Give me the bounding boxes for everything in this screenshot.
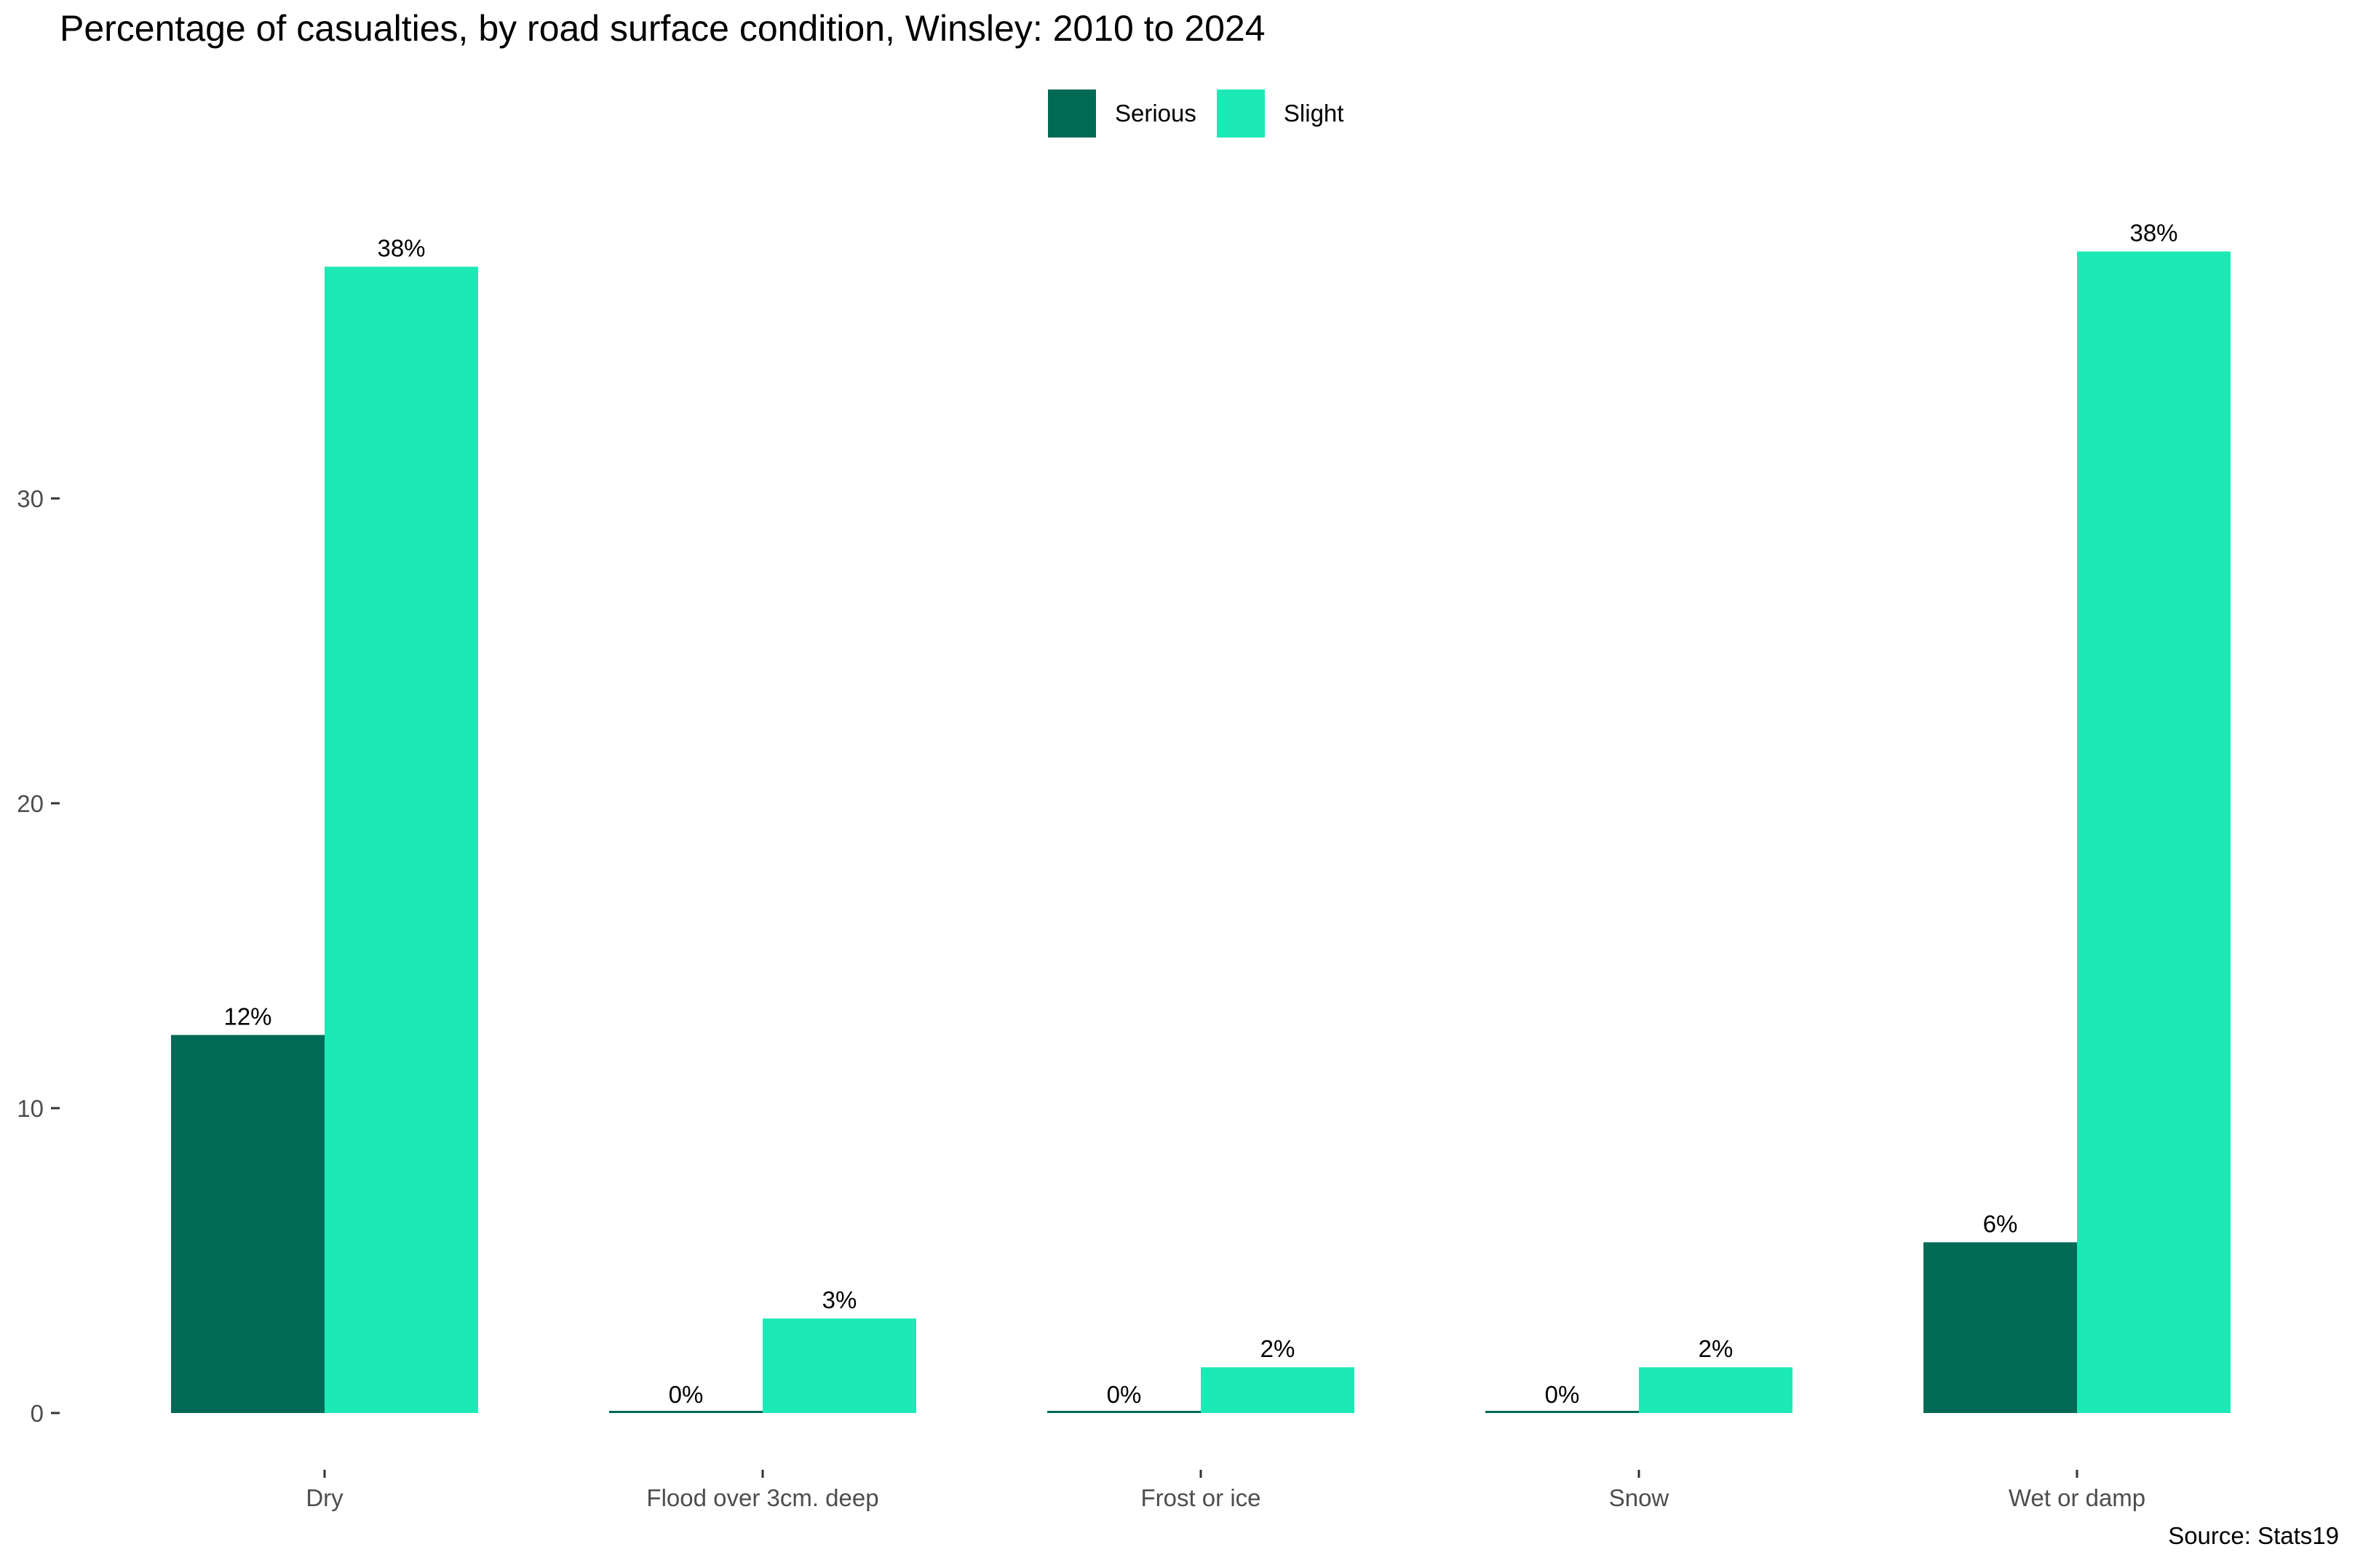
legend-item-slight: Slight [1216, 89, 1344, 138]
legend: Serious Slight [1048, 89, 1364, 138]
data-label-serious: 0% [669, 1381, 704, 1408]
bar-serious-wet-or-damp [1923, 1242, 2077, 1413]
bar-serious-frost-or-ice [1047, 1411, 1201, 1413]
data-label-serious: 0% [1545, 1381, 1580, 1408]
chart-title: Percentage of casualties, by road surfac… [60, 8, 1266, 49]
x-tick-label: Dry [306, 1484, 343, 1511]
data-label-slight: 38% [2129, 220, 2177, 247]
y-tick-label: 20 [17, 790, 44, 817]
bar-serious-dry [171, 1035, 325, 1413]
data-label-serious: 0% [1107, 1381, 1142, 1408]
bar-serious-flood-over-3cm-deep [609, 1411, 763, 1413]
legend-label: Serious [1115, 100, 1196, 127]
bar-slight-flood-over-3cm-deep [763, 1318, 916, 1413]
bar-slight-frost-or-ice [1201, 1367, 1354, 1413]
data-label-slight: 38% [377, 235, 425, 262]
data-label-serious: 12% [223, 1003, 271, 1030]
bar-slight-dry [325, 266, 478, 1413]
y-tick-label: 10 [17, 1095, 44, 1122]
bar-slight-wet-or-damp [2077, 251, 2231, 1413]
legend-label: Slight [1283, 100, 1344, 127]
data-label-slight: 2% [1699, 1335, 1734, 1362]
data-label-slight: 2% [1260, 1335, 1295, 1362]
legend-swatch [1048, 89, 1096, 138]
legend-swatch [1216, 89, 1265, 138]
x-tick-label: Flood over 3cm. deep [646, 1484, 878, 1511]
x-tick-label: Snow [1609, 1484, 1669, 1511]
x-tick-label: Frost or ice [1140, 1484, 1260, 1511]
x-tick-label: Wet or damp [2009, 1484, 2145, 1511]
legend-item-serious: Serious [1048, 89, 1196, 138]
y-tick-label: 30 [17, 485, 44, 512]
source-caption: Source: Stats19 [2168, 1522, 2339, 1549]
y-tick-label: 0 [31, 1400, 44, 1427]
data-label-slight: 3% [822, 1286, 857, 1313]
bar-slight-snow [1639, 1367, 1792, 1413]
data-label-serious: 6% [1983, 1210, 2018, 1237]
bar-serious-snow [1485, 1411, 1639, 1413]
